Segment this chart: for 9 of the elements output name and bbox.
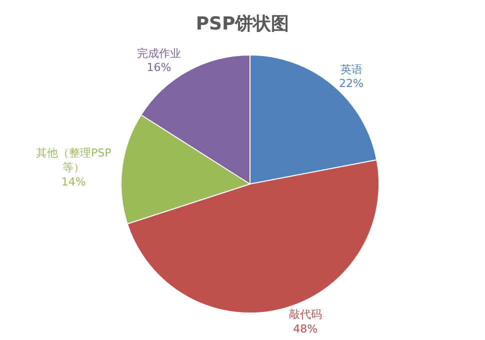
- slice-label: 英语: [340, 62, 362, 76]
- chart-title: PSP饼状图: [196, 14, 290, 35]
- slice-label: 完成作业: [137, 46, 182, 60]
- data-label: 48%: [293, 322, 318, 336]
- data-label: 16%: [146, 61, 172, 74]
- data-label: 14%: [61, 175, 86, 188]
- slice-label: 敲代码: [288, 308, 322, 322]
- data-label: 22%: [339, 77, 364, 90]
- slice-label: 其他（整理PSP等）: [36, 146, 112, 174]
